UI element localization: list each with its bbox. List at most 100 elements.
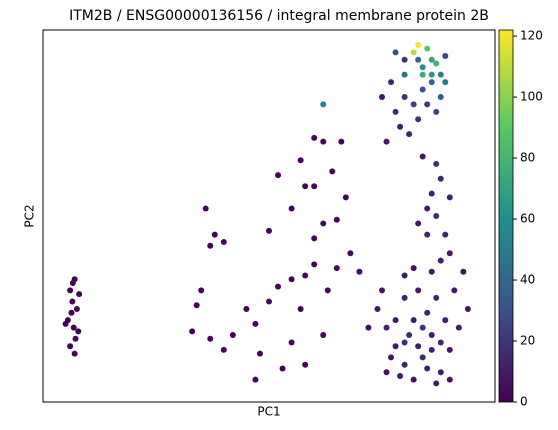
point <box>70 324 77 331</box>
point <box>401 56 408 63</box>
x-axis-label: PC1 <box>257 405 280 419</box>
colorbar <box>498 29 514 403</box>
point <box>428 71 435 78</box>
point <box>428 56 435 63</box>
point <box>392 343 399 350</box>
point <box>442 231 449 238</box>
point <box>415 56 422 63</box>
point <box>424 231 431 238</box>
point <box>401 71 408 78</box>
point <box>446 346 453 353</box>
point <box>433 213 440 219</box>
point <box>320 138 327 145</box>
point <box>410 376 417 383</box>
point <box>220 239 227 246</box>
point <box>365 324 372 331</box>
colorbar-tick-label: 100 <box>520 90 543 104</box>
point <box>437 93 444 100</box>
point <box>333 265 340 272</box>
point <box>68 309 75 316</box>
point <box>383 138 390 145</box>
y-axis-label: PC2 <box>23 204 37 227</box>
point <box>401 294 408 301</box>
point <box>424 205 431 212</box>
point <box>433 108 440 115</box>
point <box>189 328 196 335</box>
point <box>220 346 227 353</box>
point <box>324 287 331 294</box>
point <box>437 71 444 78</box>
point <box>198 287 205 294</box>
colorbar-tick-label: 60 <box>520 212 535 226</box>
chart-title: ITM2B / ENSG00000136156 / integral membr… <box>69 8 489 24</box>
point <box>347 250 354 257</box>
point <box>442 317 449 324</box>
point <box>392 49 399 56</box>
colorbar-tick-label: 0 <box>520 395 528 409</box>
point <box>256 350 263 357</box>
point <box>397 372 404 379</box>
colorbar-tick-label: 20 <box>520 334 535 348</box>
point <box>446 194 453 201</box>
point <box>333 216 340 223</box>
point <box>311 134 318 141</box>
point <box>288 205 295 212</box>
point <box>455 324 462 331</box>
point <box>374 306 381 312</box>
point <box>419 71 426 78</box>
point <box>338 138 345 145</box>
point <box>419 324 426 331</box>
point <box>202 205 209 212</box>
point <box>193 302 200 309</box>
point <box>446 250 453 257</box>
point <box>437 339 444 346</box>
point <box>406 332 413 339</box>
point <box>415 41 422 48</box>
point <box>311 261 318 268</box>
point <box>62 320 69 327</box>
point <box>410 317 417 324</box>
point <box>415 343 422 350</box>
point <box>464 306 471 312</box>
point <box>410 265 417 272</box>
colorbar-tick-label: 120 <box>520 29 543 43</box>
point <box>428 79 435 86</box>
point <box>297 306 304 312</box>
point <box>379 93 385 100</box>
point <box>419 153 426 160</box>
point <box>397 123 404 130</box>
point <box>433 294 440 301</box>
point <box>406 131 413 138</box>
point <box>424 309 431 316</box>
point <box>451 287 458 294</box>
point <box>410 49 417 56</box>
point <box>442 53 449 60</box>
point <box>419 64 426 71</box>
point <box>320 332 327 339</box>
point <box>442 79 449 86</box>
point <box>342 194 349 201</box>
point <box>460 268 467 275</box>
point <box>392 317 399 324</box>
point <box>320 220 327 227</box>
point <box>383 369 390 376</box>
point <box>424 365 431 372</box>
point <box>243 306 250 312</box>
point <box>75 328 82 335</box>
point <box>211 231 218 238</box>
point <box>433 380 440 387</box>
point <box>252 376 259 383</box>
point <box>67 287 74 294</box>
point <box>446 376 453 383</box>
point <box>69 279 76 286</box>
point <box>437 369 444 376</box>
point <box>388 79 395 86</box>
plot-frame <box>42 29 496 403</box>
point <box>415 116 422 123</box>
point <box>288 339 295 346</box>
point <box>428 332 435 339</box>
point <box>311 235 318 242</box>
point <box>419 354 426 361</box>
point <box>356 268 363 275</box>
point <box>69 298 76 305</box>
